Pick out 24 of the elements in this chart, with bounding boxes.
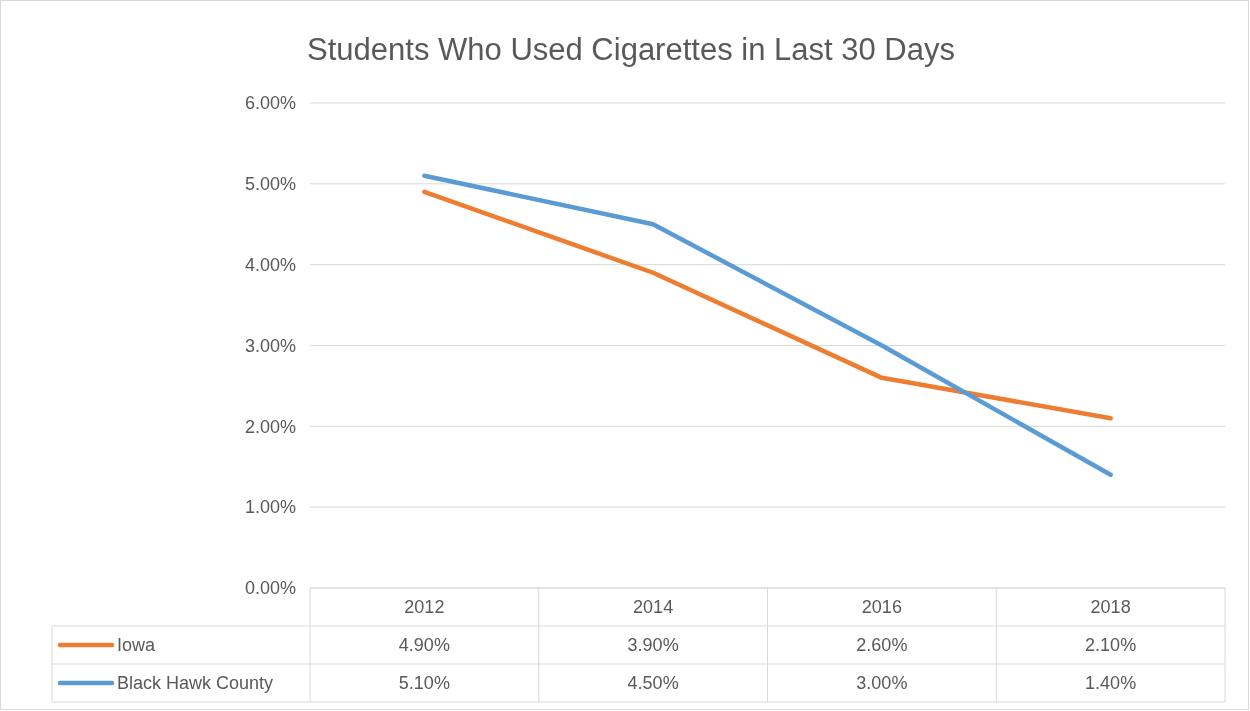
- x-tick-label: 2018: [1090, 597, 1131, 617]
- data-label: 2.10%: [1085, 635, 1137, 655]
- chart-title: Students Who Used Cigarettes in Last 30 Days: [307, 32, 955, 67]
- data-label: 5.10%: [398, 673, 450, 693]
- y-tick-label: 5.00%: [244, 174, 296, 195]
- y-tick-label: 1.00%: [244, 497, 296, 518]
- y-tick-label: 3.00%: [244, 335, 296, 356]
- data-label: 3.00%: [856, 673, 908, 693]
- line-series: [422, 189, 1113, 421]
- y-tick-label: 6.00%: [244, 93, 296, 114]
- data-label: 4.50%: [627, 673, 679, 693]
- data-label: 4.90%: [398, 635, 450, 655]
- line-series: [422, 173, 1113, 478]
- y-tick-label: 4.00%: [244, 254, 296, 275]
- data-label: 2.60%: [856, 635, 908, 655]
- legend-label: Black Hawk County: [117, 673, 274, 693]
- y-tick-label: 0.00%: [244, 578, 296, 599]
- y-tick-label: 2.00%: [244, 416, 296, 437]
- x-tick-label: 2012: [404, 597, 445, 617]
- x-tick-label: 2016: [861, 597, 902, 617]
- data-label: 1.40%: [1085, 673, 1137, 693]
- data-label: 3.90%: [627, 635, 679, 655]
- legend-label: Iowa: [117, 635, 157, 655]
- x-tick-label: 2014: [633, 597, 674, 617]
